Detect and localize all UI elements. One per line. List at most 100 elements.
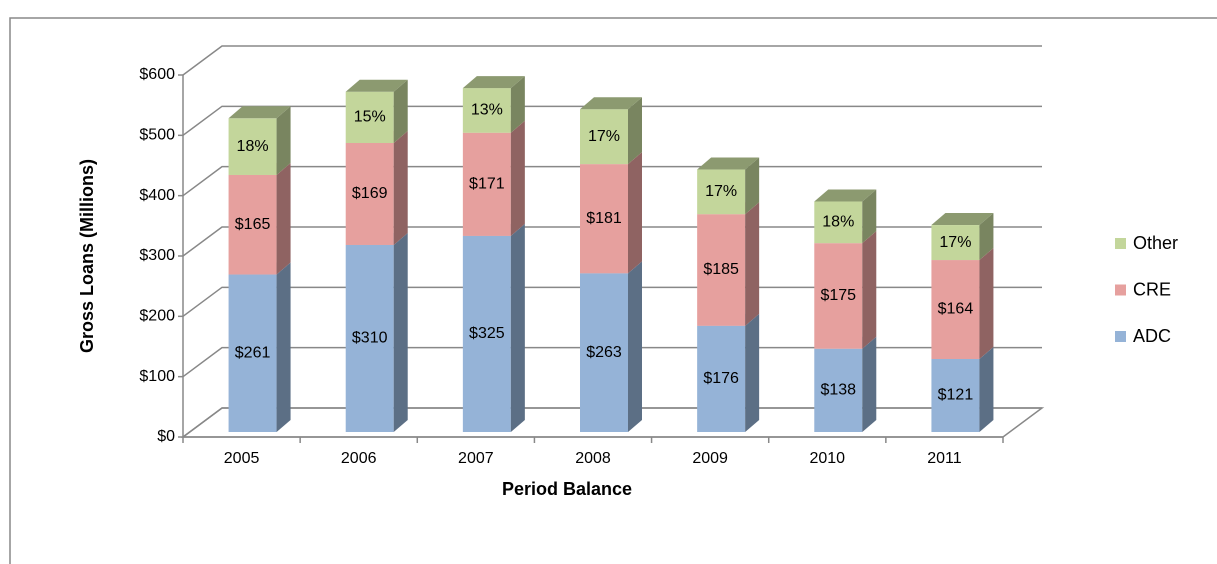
data-label: 13% xyxy=(471,102,503,119)
bar-top xyxy=(228,106,291,119)
grid-line xyxy=(182,346,1042,378)
bar-side xyxy=(510,120,525,236)
bar-segment xyxy=(931,260,980,359)
legend-label: Other xyxy=(1133,233,1178,253)
bar-side xyxy=(979,213,994,261)
data-label: $138 xyxy=(820,382,856,399)
bar-side xyxy=(276,262,291,432)
bar-side xyxy=(628,152,642,274)
bar-segment xyxy=(228,118,277,175)
bar-side xyxy=(393,131,408,245)
bar-segment xyxy=(462,132,511,236)
grid-line xyxy=(182,165,1042,197)
data-label: $261 xyxy=(235,344,271,361)
data-label: 17% xyxy=(588,128,620,145)
y-axis-title: Gross Loans (Millions) xyxy=(77,159,97,353)
data-label: $169 xyxy=(352,185,388,202)
bar-side xyxy=(745,313,760,432)
bar-segment xyxy=(580,109,628,165)
data-label: $325 xyxy=(469,325,505,342)
y-tick-label: $100 xyxy=(139,368,175,385)
legend-label: ADC xyxy=(1133,326,1171,346)
y-tick-label: $400 xyxy=(139,187,175,204)
bar-segment xyxy=(462,235,511,432)
x-tick-label: 2005 xyxy=(224,450,260,467)
bar-segment xyxy=(814,348,863,432)
data-label: $165 xyxy=(235,216,271,233)
bar-segment xyxy=(814,201,863,244)
x-axis-title: Period Balance xyxy=(502,479,632,499)
x-tick-label: 2011 xyxy=(927,450,962,467)
bar-segment xyxy=(462,88,511,133)
bar-segment xyxy=(345,91,394,144)
data-label: $171 xyxy=(469,176,505,193)
bar-top xyxy=(814,189,877,202)
bar-side xyxy=(979,346,994,432)
bar-top xyxy=(931,213,994,226)
data-label: $310 xyxy=(352,330,388,347)
x-tick-label: 2009 xyxy=(692,450,728,467)
legend-swatch xyxy=(1115,284,1126,296)
bar-segment xyxy=(345,244,394,432)
data-label: 18% xyxy=(822,214,854,231)
data-label: 17% xyxy=(705,183,737,200)
y-tick-label: $500 xyxy=(139,127,175,144)
bar-side xyxy=(510,223,525,432)
bar-segment xyxy=(580,164,628,274)
data-label: $164 xyxy=(938,301,974,318)
bar-segment xyxy=(814,243,863,349)
grid-line xyxy=(182,45,1042,76)
bar-segment xyxy=(228,174,277,275)
legend-swatch xyxy=(1115,331,1126,342)
data-label: 15% xyxy=(354,109,386,126)
bar-side xyxy=(276,162,291,275)
bar-side xyxy=(862,231,877,349)
bar-side xyxy=(745,157,760,215)
bar-top xyxy=(345,79,408,92)
x-tick-label: 2006 xyxy=(341,450,377,467)
bar-segment xyxy=(697,214,746,326)
bar-segment xyxy=(228,274,277,432)
bar-side xyxy=(628,97,642,165)
grid-line xyxy=(182,226,1042,257)
data-label: 18% xyxy=(237,138,269,155)
bar-side xyxy=(862,189,877,244)
data-label: $185 xyxy=(703,261,739,278)
y-tick-label: $300 xyxy=(139,247,175,264)
bar-side xyxy=(393,232,408,432)
grid-line xyxy=(182,105,1042,136)
legend-swatch xyxy=(1115,238,1126,249)
grid-line xyxy=(182,286,1042,317)
data-label: $181 xyxy=(586,210,622,227)
x-tick-label: 2008 xyxy=(575,450,611,467)
x-tick-label: 2007 xyxy=(458,450,494,467)
bar-segment xyxy=(580,273,628,432)
bar-side xyxy=(862,336,877,432)
bar-top xyxy=(580,97,642,110)
bar-segment xyxy=(931,225,980,261)
bar-side xyxy=(276,106,291,175)
bar-segment xyxy=(697,169,746,215)
y-tick-label: $200 xyxy=(139,308,175,325)
bar-side xyxy=(628,261,642,432)
data-label: $176 xyxy=(703,370,739,387)
data-label: $175 xyxy=(820,287,856,304)
data-label: 17% xyxy=(939,234,971,251)
legend-label: CRE xyxy=(1133,279,1171,299)
grid-line xyxy=(182,407,1042,438)
y-tick-label: $0 xyxy=(157,428,175,445)
data-label: $263 xyxy=(586,344,622,361)
bar-side xyxy=(979,248,994,359)
bar-side xyxy=(510,76,525,133)
bar-top xyxy=(462,76,525,89)
y-tick-label: $600 xyxy=(139,66,175,83)
bar-segment xyxy=(931,358,980,432)
bar-side xyxy=(745,202,760,326)
bar-segment xyxy=(345,143,394,245)
data-label: $121 xyxy=(938,387,974,404)
bar-segment xyxy=(697,325,746,432)
bar-top xyxy=(697,157,760,170)
bar-side xyxy=(393,79,408,144)
